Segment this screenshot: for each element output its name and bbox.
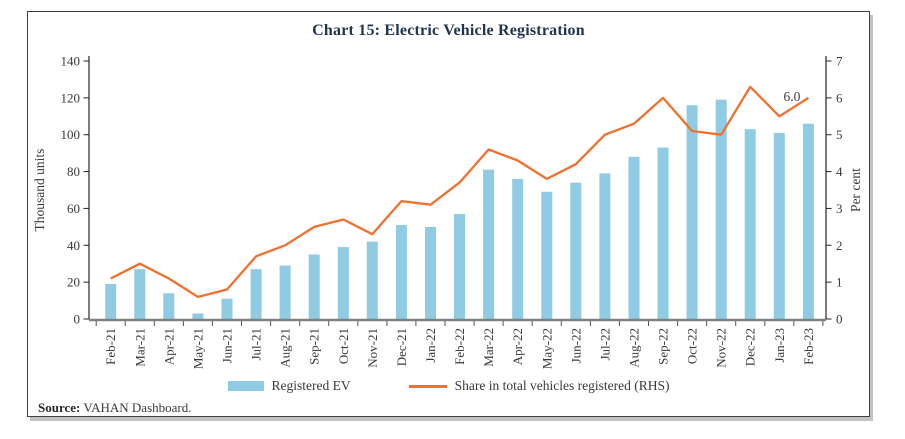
bar-Nov-21 xyxy=(366,241,378,319)
x-tick-label: Jan-22 xyxy=(423,328,438,363)
x-tick-label: Jun-21 xyxy=(220,328,235,363)
bar-Jul-22 xyxy=(599,173,611,319)
bar-Oct-22 xyxy=(686,105,698,319)
x-tick-label: Mar-22 xyxy=(481,328,496,367)
x-tick-label: Sep-22 xyxy=(656,328,671,365)
bar-Aug-21 xyxy=(279,265,291,319)
chart-title: Chart 15: Electric Vehicle Registration xyxy=(312,22,585,39)
x-tick-label: May-22 xyxy=(539,328,554,369)
bar-Feb-21 xyxy=(105,284,117,319)
line-end-data-label: 6.0 xyxy=(784,89,801,104)
bar-Jun-22 xyxy=(570,182,582,319)
x-tick-label: Aug-21 xyxy=(278,328,293,368)
share-line xyxy=(110,85,810,299)
x-tick-label: Mar-21 xyxy=(132,328,147,367)
x-tick-label: Oct-22 xyxy=(685,328,700,364)
bar-series-swatch xyxy=(227,381,264,391)
x-tick-label: Jul-21 xyxy=(249,328,264,361)
bar-Feb-22 xyxy=(454,214,465,319)
right-tick-label: 4 xyxy=(836,164,843,179)
source-note: Source: VAHAN Dashboard. xyxy=(38,400,191,416)
x-tick-label: Dec-22 xyxy=(743,328,758,366)
legend-line-label: Share in total vehicles registered (RHS) xyxy=(454,378,670,393)
bar-Oct-21 xyxy=(337,247,349,319)
bar-Jun-21 xyxy=(221,298,233,319)
left-tick-label: 20 xyxy=(67,275,80,290)
bar-Apr-21 xyxy=(163,293,175,319)
x-tick-label: Feb-22 xyxy=(452,328,467,365)
x-tick-label: Feb-21 xyxy=(103,328,118,365)
bar-Jan-23 xyxy=(773,132,785,319)
bar-Apr-22 xyxy=(512,178,524,319)
left-tick-label: 80 xyxy=(67,164,80,179)
x-tick-label: Jan-23 xyxy=(772,328,787,363)
x-tick-label: Aug-22 xyxy=(627,328,642,368)
x-tick-label: Dec-21 xyxy=(394,328,409,366)
bar-May-21 xyxy=(192,313,204,319)
chart-container: Chart 15: Electric Vehicle Registration … xyxy=(27,11,870,417)
left-tick-label: 140 xyxy=(61,54,81,69)
left-tick-label: 60 xyxy=(67,201,80,216)
bar-Dec-22 xyxy=(744,129,756,319)
bar-Mar-22 xyxy=(483,169,495,319)
x-tick-label: Jul-22 xyxy=(597,328,612,361)
right-tick-label: 3 xyxy=(836,201,843,216)
line-series-swatch xyxy=(408,384,447,388)
x-tick-label: Nov-21 xyxy=(365,328,380,368)
x-tick-label: Nov-22 xyxy=(714,328,729,368)
bar-Mar-21 xyxy=(134,269,146,319)
bar-Jan-22 xyxy=(425,226,436,319)
source-label: Source: xyxy=(38,400,81,415)
x-tick-label: Oct-21 xyxy=(336,328,351,364)
right-tick-label: 7 xyxy=(836,54,843,69)
bar-Feb-23 xyxy=(802,123,814,319)
x-tick-label: Jun-22 xyxy=(568,328,583,363)
right-tick-label: 5 xyxy=(836,127,843,142)
x-tick-label: May-21 xyxy=(190,328,205,369)
bar-Aug-22 xyxy=(628,156,640,319)
right-axis-title: Per cent xyxy=(848,168,863,212)
x-tick-label: Apr-22 xyxy=(510,328,525,365)
x-tick-label: Sep-21 xyxy=(307,328,322,365)
bar-May-22 xyxy=(541,191,553,319)
left-tick-label: 0 xyxy=(74,312,81,327)
bar-Dec-21 xyxy=(395,225,407,319)
x-tick-label: Feb-23 xyxy=(801,328,816,365)
x-tick-label: Apr-21 xyxy=(161,328,176,365)
right-tick-label: 6 xyxy=(836,90,843,105)
chart-plot-area: 0 20 40 60 80 100 120 140 0 1 2 3 4 5 6 7 Feb-21 Mar-21 Ap… xyxy=(32,54,863,370)
chart-legend: Registered EV Share in total vehicles re… xyxy=(28,378,869,394)
legend-bar-label: Registered EV xyxy=(271,378,351,393)
bar-Jul-21 xyxy=(250,269,262,319)
right-tick-label: 1 xyxy=(836,275,843,290)
bar-Nov-22 xyxy=(715,99,727,319)
legend-item-share: Share in total vehicles registered (RHS) xyxy=(408,378,670,394)
left-axis-title: Thousand units xyxy=(32,149,47,232)
right-tick-label: 0 xyxy=(836,312,843,327)
left-tick-label: 120 xyxy=(61,90,81,105)
source-text: VAHAN Dashboard. xyxy=(80,400,192,415)
legend-item-registered-ev: Registered EV xyxy=(227,378,351,394)
left-tick-label: 100 xyxy=(61,127,81,142)
left-tick-label: 40 xyxy=(67,238,80,253)
right-tick-label: 2 xyxy=(836,238,843,253)
bar-Sep-22 xyxy=(657,147,669,319)
bar-Sep-21 xyxy=(308,254,320,319)
